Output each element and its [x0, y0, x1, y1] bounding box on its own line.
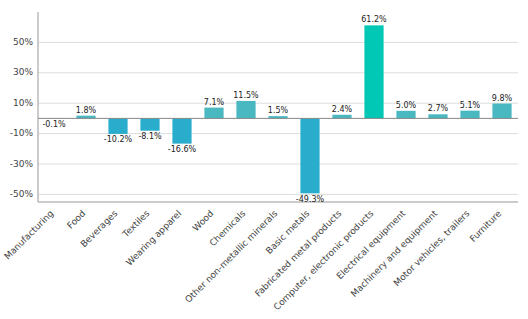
y-tick-label: -50% — [10, 189, 34, 199]
grid-line — [38, 164, 518, 165]
x-tick-label: Beverages — [79, 208, 120, 249]
x-axis-line — [38, 202, 518, 203]
x-tick-label: Motor vehicles, trailers — [392, 208, 472, 288]
bar — [460, 111, 479, 119]
x-tick-label: Food — [65, 208, 87, 230]
bar — [332, 115, 351, 119]
y-tick-label: 10% — [13, 98, 33, 108]
bar — [492, 104, 511, 119]
grid-line — [38, 72, 518, 73]
data-label: 9.8% — [492, 94, 513, 103]
bar — [108, 118, 127, 134]
grid-line — [38, 194, 518, 195]
x-tick-label: Furniture — [468, 208, 504, 244]
x-tick-label: Wearing apparel — [124, 208, 183, 267]
grid — [38, 42, 518, 194]
bar — [364, 25, 383, 118]
data-label: 61.2% — [361, 15, 387, 24]
data-label: 1.5% — [268, 106, 289, 115]
data-label: 5.1% — [460, 101, 481, 110]
data-label: -8.1% — [138, 132, 162, 141]
data-label: 5.0% — [396, 101, 417, 110]
x-tick-label: Textiles — [120, 208, 152, 240]
data-label: -16.6% — [168, 145, 197, 154]
data-label: 2.4% — [332, 105, 353, 114]
data-label: -10.2% — [104, 135, 133, 144]
bar — [172, 118, 191, 143]
y-axis-line — [38, 12, 39, 202]
data-label: -0.1% — [42, 120, 66, 129]
bar — [236, 101, 255, 118]
data-label: 2.7% — [428, 104, 449, 113]
y-tick-label: -10% — [10, 128, 34, 138]
chart: -50% -30% -10% 10% 30% 50% -0.1% 1.8% -10.2% -8.1… — [0, 0, 528, 319]
bar — [396, 111, 415, 119]
data-label: -49.3% — [296, 195, 325, 204]
bar — [300, 118, 319, 193]
x-tick-label: Wood — [191, 208, 216, 233]
y-tick-label: 30% — [13, 67, 33, 77]
y-tick-label: -30% — [10, 159, 34, 169]
bars — [44, 25, 511, 193]
x-tick-label: Manufacturing — [2, 208, 55, 261]
baseline — [38, 118, 518, 119]
y-tick-label: 50% — [13, 37, 33, 47]
data-label: 11.5% — [233, 91, 259, 100]
grid-line — [38, 42, 518, 43]
bar — [428, 114, 447, 118]
data-label: 1.8% — [76, 106, 97, 115]
bar — [140, 118, 159, 130]
data-label: 7.1% — [204, 98, 225, 107]
bar — [204, 108, 223, 119]
